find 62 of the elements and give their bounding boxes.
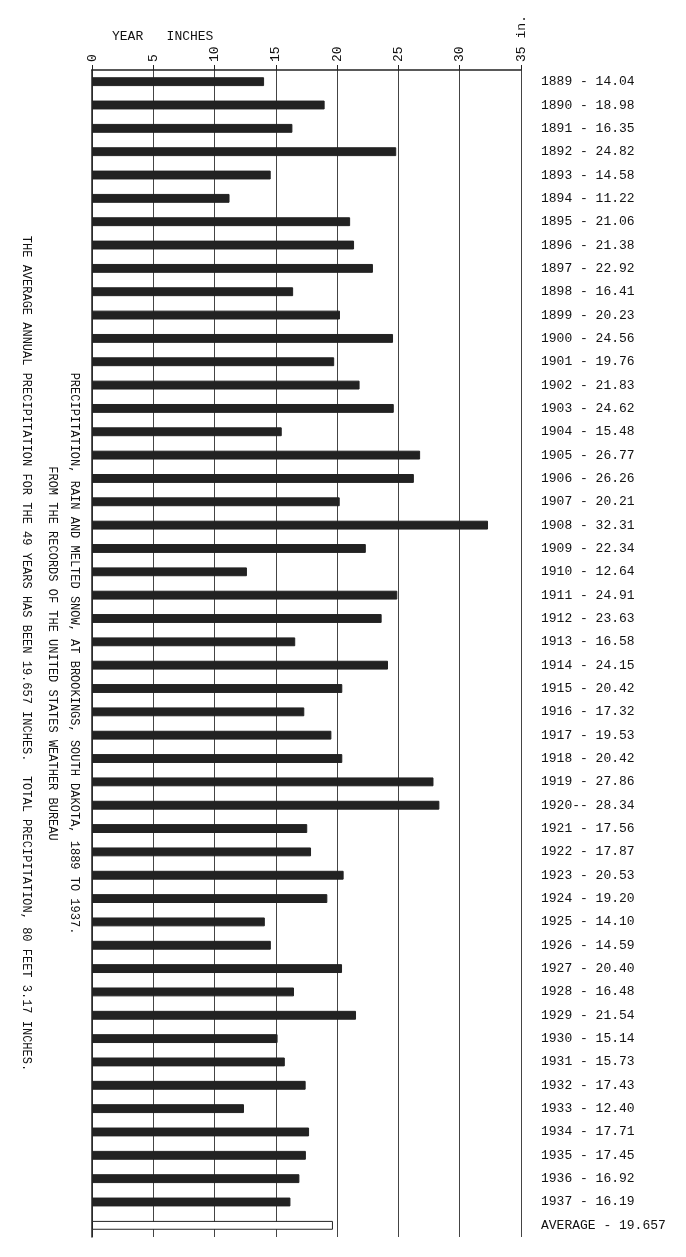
category-label: 1923 - 20.53: [541, 867, 635, 883]
y-axis-title: YEAR INCHES: [112, 29, 214, 45]
x-tick-label: 20: [329, 46, 345, 62]
category-label: 1889 - 14.04: [541, 74, 635, 90]
category-label: 1925 - 14.10: [541, 914, 635, 930]
category-label: 1890 - 18.98: [541, 97, 635, 113]
category-label: 1926 - 14.59: [541, 937, 635, 953]
category-label: 1928 - 16.48: [541, 984, 635, 1000]
category-label: 1902 - 21.83: [541, 377, 635, 393]
category-label: 1931 - 15.73: [541, 1054, 635, 1070]
category-label: 1935 - 17.45: [541, 1147, 635, 1163]
category-label: 1916 - 17.32: [541, 704, 635, 720]
category-label: 1897 - 22.92: [541, 260, 635, 276]
x-tick-label: 0: [84, 54, 100, 62]
category-label: 1933 - 12.40: [541, 1101, 635, 1117]
category-label: 1922 - 17.87: [541, 844, 635, 860]
category-label: 1892 - 24.82: [541, 144, 635, 160]
category-label: 1895 - 21.06: [541, 214, 635, 230]
category-label: 1893 - 14.58: [541, 167, 635, 183]
category-label: 1899 - 20.23: [541, 307, 635, 323]
category-label: 1932 - 17.43: [541, 1077, 635, 1093]
text: FROM THE RECORDS OF THE UNITED STATES WEATHER BUREAU: [45, 466, 59, 841]
category-label: 1894 - 11.22: [541, 190, 635, 206]
category-label: 1914 - 24.15: [541, 657, 635, 673]
category-label: 1929 - 21.54: [541, 1007, 635, 1023]
category-label: 1937 - 16.19: [541, 1194, 635, 1210]
category-label: 1915 - 20.42: [541, 681, 635, 697]
category-label: 1921 - 17.56: [541, 821, 635, 837]
x-tick-label: 25: [390, 46, 406, 62]
category-label: 1934 - 17.71: [541, 1124, 635, 1140]
category-label: 1908 - 32.31: [541, 517, 635, 533]
text: THE AVERAGE ANNUAL PRECIPITATION FOR THE 49 YEARS HAS BEEN 19.657 INCHES. TOTAL PRECIPITATION, 80 FEET 3.17 INCHES.: [19, 235, 33, 1072]
x-tick-label: 10: [207, 46, 223, 62]
x-tick-label: 15: [268, 46, 284, 62]
category-label: 1900 - 24.56: [541, 330, 635, 346]
text: PRECIPITATION, RAIN AND MELTED SNOW, AT BROOKINGS, SOUTH DAKOTA, 1889 TO 1937.: [67, 372, 81, 935]
category-label: 1907 - 20.21: [541, 494, 635, 510]
category-label: 1911 - 24.91: [541, 587, 635, 603]
category-label: 1904 - 15.48: [541, 424, 635, 440]
category-label: 1903 - 24.62: [541, 400, 635, 416]
category-label: 1917 - 19.53: [541, 727, 635, 743]
category-label: 1924 - 19.20: [541, 891, 635, 907]
category-label: 1901 - 19.76: [541, 354, 635, 370]
category-label: 1936 - 16.92: [541, 1171, 635, 1187]
x-tick-label: 35 in.: [513, 15, 529, 62]
x-tick-label: 30: [452, 46, 468, 62]
category-label: 1913 - 16.58: [541, 634, 635, 650]
category-label: 1930 - 15.14: [541, 1031, 635, 1047]
category-label: 1891 - 16.35: [541, 120, 635, 136]
category-label: 1912 - 23.63: [541, 610, 635, 626]
category-label: 1927 - 20.40: [541, 961, 635, 977]
category-label: 1910 - 12.64: [541, 564, 635, 580]
category-label: 1919 - 27.86: [541, 774, 635, 790]
category-label: 1918 - 20.42: [541, 751, 635, 767]
category-label: 1905 - 26.77: [541, 447, 635, 463]
category-label: 1896 - 21.38: [541, 237, 635, 253]
category-label: 1898 - 16.41: [541, 284, 635, 300]
category-label: AVERAGE - 19.657: [541, 1217, 666, 1233]
x-tick-label: 5: [145, 54, 161, 62]
category-label: 1920-- 28.34: [541, 797, 635, 813]
category-label: 1906 - 26.26: [541, 470, 635, 486]
category-label: 1909 - 22.34: [541, 540, 635, 556]
